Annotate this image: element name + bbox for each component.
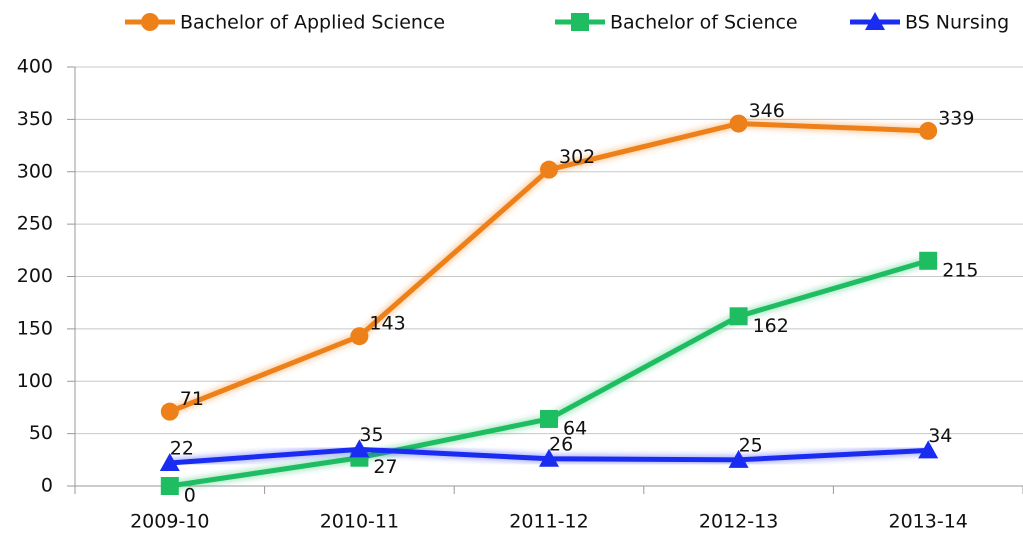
data-label: 346 — [749, 100, 785, 122]
x-tick-label: 2009-10 — [130, 511, 209, 533]
y-tick-label: 200 — [17, 265, 53, 287]
y-tick-label: 0 — [41, 475, 53, 497]
data-label: 22 — [170, 437, 194, 459]
data-label: 215 — [942, 259, 978, 281]
y-tick-label: 350 — [17, 108, 53, 130]
y-tick-label: 250 — [17, 213, 53, 235]
data-label: 71 — [180, 388, 204, 410]
data-label: 27 — [373, 456, 397, 478]
marker — [540, 160, 558, 179]
legend-label: Bachelor of Applied Science — [180, 12, 445, 34]
marker — [141, 13, 159, 31]
marker — [159, 452, 180, 471]
data-label: 64 — [563, 417, 587, 439]
x-tick-label: 2012-13 — [699, 511, 778, 533]
marker — [865, 12, 885, 30]
marker — [160, 477, 179, 495]
marker — [349, 439, 370, 458]
data-label: 302 — [559, 146, 595, 168]
y-tick-label: 150 — [17, 317, 53, 339]
marker — [919, 121, 938, 140]
y-tick-label: 400 — [17, 56, 53, 78]
x-tick-label: 2011-12 — [509, 511, 588, 533]
marker — [729, 307, 748, 326]
marker — [539, 448, 559, 467]
marker — [571, 13, 589, 31]
x-tick-label: 2010-11 — [320, 511, 399, 533]
marker — [540, 409, 558, 428]
data-label: 34 — [928, 425, 952, 447]
y-tick-label: 100 — [17, 370, 53, 392]
data-label: 162 — [753, 315, 789, 337]
x-tick-label: 2013-14 — [889, 511, 968, 533]
legend-label: Bachelor of Science — [610, 12, 798, 34]
marker — [160, 402, 179, 421]
data-label: 26 — [549, 433, 573, 455]
marker — [350, 327, 369, 346]
data-label: 143 — [369, 313, 405, 335]
marker — [918, 440, 939, 459]
y-tick-label: 50 — [29, 422, 53, 444]
marker — [729, 114, 748, 133]
data-label: 25 — [739, 434, 763, 456]
data-label: 339 — [938, 107, 974, 129]
marker — [919, 251, 938, 270]
data-label: 35 — [359, 424, 383, 446]
marker — [728, 449, 749, 468]
legend-label: BS Nursing — [905, 12, 1009, 34]
data-label: 0 — [184, 485, 196, 507]
y-tick-label: 300 — [17, 160, 53, 182]
